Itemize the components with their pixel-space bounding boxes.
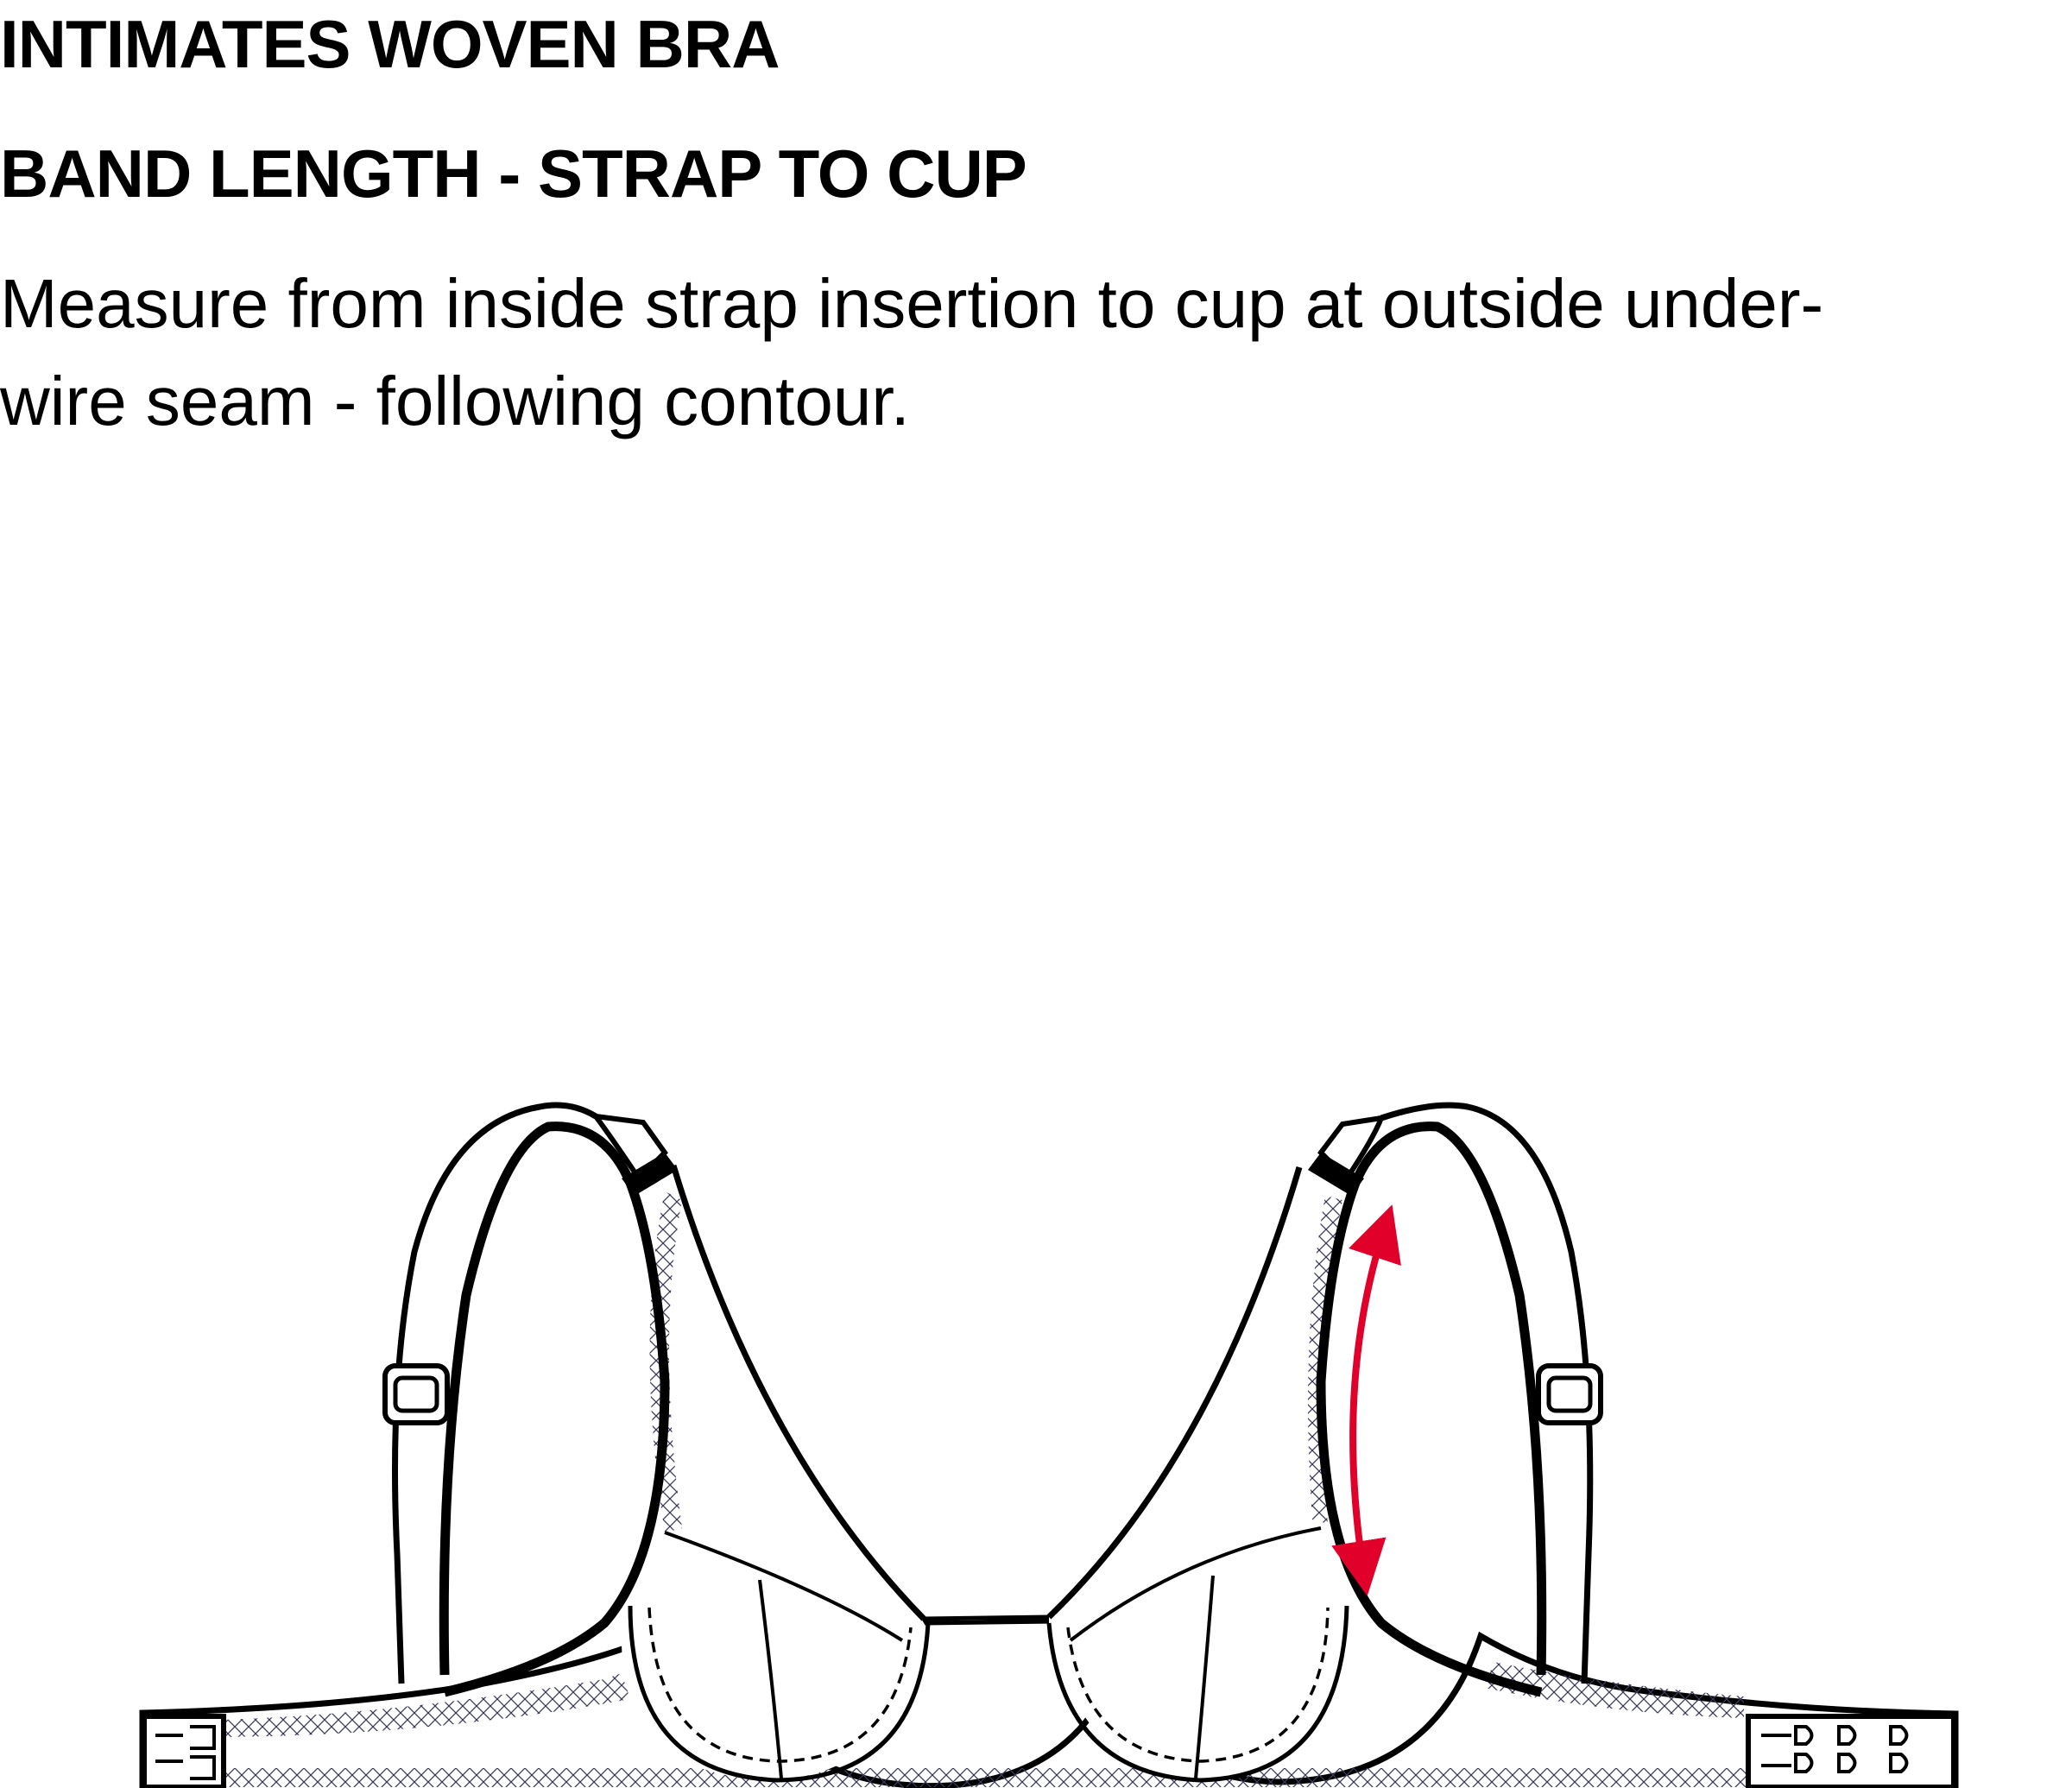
instruction-line-1: Measure from inside strap insertion to c… bbox=[0, 265, 1824, 342]
hook-eye-panel-left bbox=[142, 1714, 226, 1788]
eye-tape-icon bbox=[155, 1725, 216, 1780]
left-strap bbox=[382, 1102, 678, 1697]
instruction-line-2: wire seam - following contour. bbox=[0, 363, 910, 439]
measurement-name: BAND LENGTH - STRAP TO CUP bbox=[0, 136, 1027, 212]
page-title: INTIMATES WOVEN BRA bbox=[0, 6, 780, 82]
back-band bbox=[139, 1619, 1959, 1788]
right-cup bbox=[1046, 1144, 1355, 1783]
center-gore bbox=[919, 1614, 1056, 1626]
right-strap bbox=[1308, 1102, 1603, 1697]
measurement-arrow bbox=[1331, 1204, 1401, 1596]
hook-tape-icon bbox=[1761, 1725, 1909, 1773]
